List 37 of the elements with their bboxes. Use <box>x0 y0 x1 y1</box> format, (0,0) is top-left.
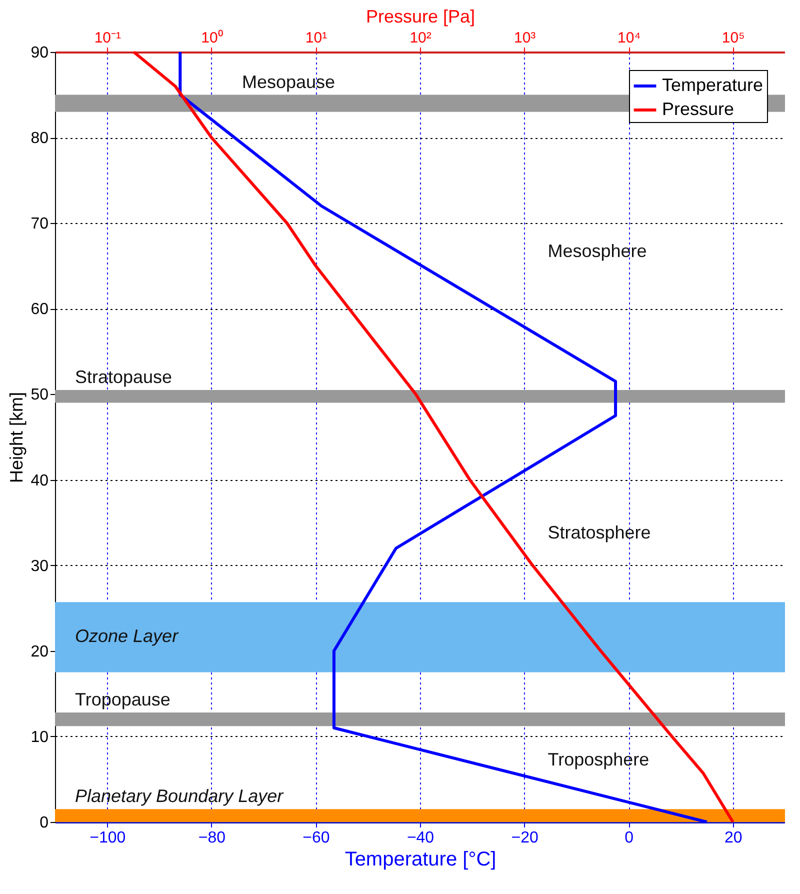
y-tick-label: 20 <box>30 643 49 660</box>
band-label: Ozone Layer <box>75 626 180 646</box>
y-tick-label: 40 <box>30 472 49 490</box>
y-tick-label: 50 <box>30 386 49 404</box>
y-axis-title: Height [km] <box>6 392 27 484</box>
legend-label: Pressure <box>662 99 734 119</box>
x-tick-label: −100 <box>90 830 126 846</box>
x2-tick-label: 10⁴ <box>618 30 641 46</box>
legend-label: Temperature <box>662 75 764 95</box>
y-tick-label: 30 <box>30 558 49 575</box>
x2-tick-label: 10¹ <box>305 30 328 46</box>
x2-tick-label: 10² <box>410 30 432 46</box>
y-tick-label: 70 <box>30 216 49 233</box>
y-tick-label: 0 <box>40 814 49 832</box>
x2-tick-label: 10⁵ <box>722 30 745 46</box>
x-axis-title: Temperature [°C] <box>344 848 496 870</box>
x2-tick-label: 10³ <box>514 30 536 46</box>
y-tick-label: 10 <box>30 728 49 746</box>
band-label: Planetary Boundary Layer <box>75 786 284 806</box>
x-tick-label: 0 <box>624 830 634 846</box>
x-tick-label: −40 <box>406 830 434 846</box>
x-tick-label: −60 <box>302 830 330 846</box>
x2-tick-label: 10⁻¹ <box>94 30 122 46</box>
y-tick-label: 80 <box>30 130 49 148</box>
x2-tick-label: 10⁰ <box>201 30 223 46</box>
annotation: Mesosphere <box>548 241 647 262</box>
band-label: Stratopause <box>75 366 172 387</box>
y-tick-label: 60 <box>30 301 49 318</box>
x2-axis-title: Pressure [Pa] <box>366 6 476 26</box>
y-tick-label: 90 <box>30 44 49 62</box>
band-label: Mesopause <box>242 72 336 92</box>
annotation: Stratosphere <box>548 522 651 542</box>
x-tick-label: −20 <box>511 830 538 846</box>
annotation: Troposphere <box>548 749 650 770</box>
band-label: Tropopause <box>75 689 170 710</box>
x-tick-label: 20 <box>724 830 742 846</box>
x-tick-label: −80 <box>198 830 226 846</box>
